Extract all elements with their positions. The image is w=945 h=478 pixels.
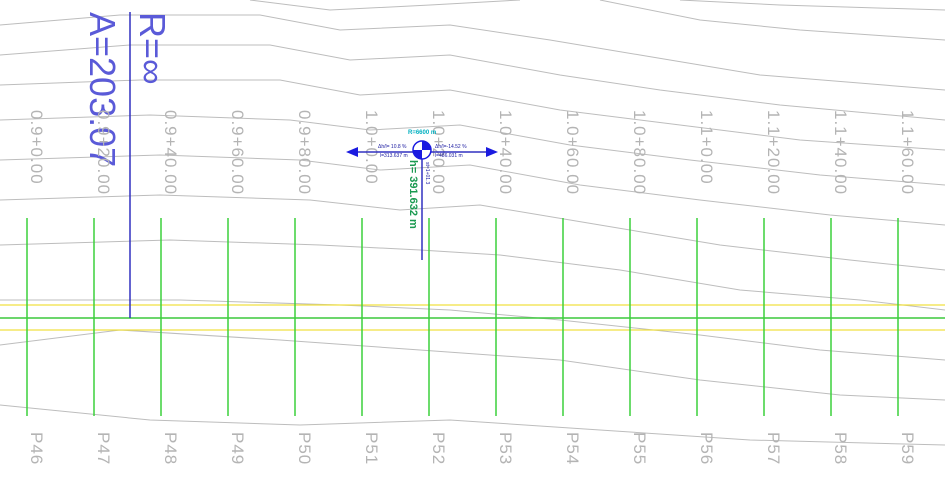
- profile-label: P50: [295, 432, 314, 465]
- profile-label: P59: [898, 432, 917, 465]
- station-label: 0.9+20.00: [94, 110, 113, 195]
- curve-symbol-fill: [413, 141, 431, 159]
- profile-label: P46: [27, 432, 46, 465]
- station-label: 1.1+40.00: [831, 110, 850, 195]
- station-label: 0.9+60.00: [228, 110, 247, 195]
- station-label: 1.0+40.00: [496, 110, 515, 195]
- grade-in: Δh/l= 10.8 %: [378, 144, 407, 150]
- station-label: 0.9+0.00: [27, 110, 46, 185]
- arrow: [346, 147, 358, 157]
- station-label: 1.1+20.00: [764, 110, 783, 195]
- parameter-label: A=203.07: [82, 12, 123, 167]
- vertical-curve: R=6600 m Δh/l= 10.8 % l=313.637 m Δh/l=-…: [346, 130, 498, 260]
- length-in: l=313.637 m: [380, 153, 408, 159]
- stations: 0.9+0.00 0.9+20.00 0.9+40.00 0.9+60.00 0.9+8…: [26, 110, 917, 465]
- station-label: 1.0+60.00: [563, 110, 582, 195]
- profile-label: P52: [429, 432, 448, 465]
- profile-label: P47: [94, 432, 113, 465]
- arrow: [486, 147, 498, 157]
- station-label: 0.9+80.00: [295, 110, 314, 195]
- grade-out: Δh/l=-14.52 %: [435, 144, 467, 150]
- radius-label: R=∞: [132, 12, 173, 85]
- profile-label: P49: [228, 432, 247, 465]
- station-label: 1.0+0.00: [362, 110, 381, 185]
- elevation: h= 391.632 m: [407, 160, 419, 229]
- contours: [0, 0, 945, 446]
- profile-label: P58: [831, 432, 850, 465]
- profile-label: P51: [362, 432, 381, 465]
- profile-label: P53: [496, 432, 515, 465]
- station-label: 1.1+60.00: [898, 110, 917, 195]
- profile-label: P54: [563, 432, 582, 465]
- profile-label: P48: [161, 432, 180, 465]
- profile-label: P56: [697, 432, 716, 465]
- curve-radius: R=6600 m: [408, 130, 436, 136]
- profile-label: P55: [630, 432, 649, 465]
- length-out: l=486.031 m: [435, 153, 463, 159]
- station-label: 1.1+0.00: [697, 110, 716, 185]
- curve-station: st=1+01.3: [424, 162, 430, 184]
- profile-label: P57: [764, 432, 783, 465]
- station-label: 1.0+80.00: [630, 110, 649, 195]
- station-label: 0.9+40.00: [161, 110, 180, 195]
